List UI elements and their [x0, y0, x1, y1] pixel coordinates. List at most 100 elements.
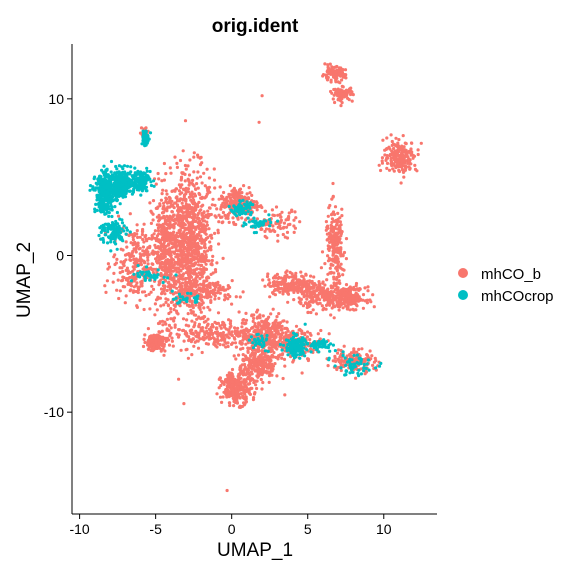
- point-mhco-b: [172, 206, 176, 210]
- point-mhco-b: [397, 153, 401, 158]
- point-mhco-b: [175, 197, 179, 201]
- point-mhco-b: [273, 362, 277, 366]
- point-mhco-b: [308, 337, 312, 342]
- point-mhco-b: [387, 168, 392, 172]
- point-mhco-b: [301, 304, 305, 308]
- point-mhco-b: [206, 259, 210, 263]
- point-mhco-b: [336, 94, 340, 98]
- point-mhco-b: [249, 354, 253, 358]
- point-mhco-b: [400, 165, 404, 169]
- point-mhco-b: [307, 287, 311, 291]
- point-mhco-b: [158, 341, 162, 345]
- point-mhco-b: [158, 281, 162, 285]
- point-mhco-b: [344, 89, 348, 93]
- point-mhco-b: [182, 250, 186, 254]
- point-mhco-b: [348, 308, 352, 312]
- point-mhco-b: [201, 203, 205, 207]
- point-mhco-b: [200, 350, 204, 355]
- point-mhco-b: [142, 337, 146, 341]
- point-mhco-b: [159, 241, 163, 245]
- point-mhco-b: [181, 204, 185, 208]
- point-mhco-b: [256, 365, 260, 369]
- point-mhco-b: [194, 237, 198, 241]
- point-mhco-b: [199, 289, 203, 293]
- point-mhco-b: [278, 290, 282, 294]
- point-mhcocrop: [95, 208, 99, 212]
- point-mhco-b: [320, 295, 324, 299]
- point-mhco-b: [232, 336, 236, 340]
- point-mhco-b: [406, 150, 410, 154]
- point-mhco-b: [286, 223, 290, 227]
- point-mhco-b: [194, 285, 198, 289]
- point-mhco-b: [169, 326, 173, 330]
- point-mhco-b: [133, 240, 137, 244]
- point-mhco-b: [184, 348, 188, 352]
- point-mhco-b: [209, 336, 213, 340]
- point-mhco-b: [164, 196, 168, 200]
- point-mhco-b: [168, 222, 172, 226]
- point-mhco-b: [329, 271, 333, 275]
- point-mhco-b: [134, 261, 138, 265]
- point-mhco-b: [169, 254, 173, 258]
- point-mhco-b: [131, 269, 135, 273]
- point-mhco-b: [197, 325, 201, 329]
- point-mhco-b: [158, 202, 162, 206]
- point-mhco-b: [170, 317, 174, 321]
- point-mhco-b: [183, 223, 187, 227]
- point-mhco-b: [172, 263, 176, 267]
- point-mhco-b: [200, 229, 204, 233]
- point-mhco-b: [183, 252, 187, 256]
- point-mhco-b: [275, 272, 279, 276]
- point-mhco-b: [334, 90, 338, 94]
- point-mhco-b: [179, 185, 183, 189]
- point-mhco-b: [246, 372, 250, 376]
- point-mhco-b: [277, 312, 281, 316]
- point-mhco-b: [202, 306, 206, 310]
- point-mhco-b: [158, 263, 162, 267]
- point-mhco-b: [205, 223, 209, 227]
- point-mhco-b: [216, 321, 220, 325]
- point-mhco-b: [374, 359, 378, 363]
- point-mhco-b: [137, 247, 141, 251]
- point-mhco-b: [380, 156, 384, 160]
- point-mhco-b: [240, 321, 244, 325]
- point-mhco-b: [294, 274, 298, 278]
- point-mhco-b: [218, 395, 223, 399]
- point-mhco-b: [122, 276, 126, 280]
- point-mhco-b: [311, 308, 315, 312]
- point-mhco-b: [170, 336, 174, 340]
- point-mhco-b: [235, 398, 239, 402]
- point-mhco-b: [145, 239, 149, 243]
- point-mhco-b: [184, 167, 188, 171]
- point-mhco-b: [326, 214, 330, 218]
- point-mhco-b: [339, 241, 343, 245]
- point-mhco-b: [241, 338, 245, 342]
- point-mhco-b: [105, 279, 109, 283]
- point-mhco-b: [167, 343, 172, 347]
- point-mhco-b: [231, 199, 235, 204]
- point-mhco-b: [161, 323, 165, 327]
- point-mhco-b: [161, 337, 165, 341]
- point-mhco-b: [338, 281, 342, 285]
- point-mhco-b: [222, 321, 226, 325]
- point-mhco-b: [290, 272, 294, 276]
- point-mhco-b: [206, 342, 210, 346]
- point-mhco-b: [339, 89, 343, 93]
- point-mhco-b: [279, 282, 283, 286]
- point-mhco-b: [326, 75, 330, 80]
- point-mhco-b: [183, 288, 187, 292]
- point-mhco-b: [298, 220, 302, 224]
- point-mhco-b: [194, 329, 198, 333]
- point-mhco-b: [263, 229, 267, 233]
- point-mhco-b: [173, 189, 177, 193]
- point-mhco-b: [277, 323, 281, 327]
- point-mhco-b: [168, 225, 173, 229]
- point-mhco-b: [199, 310, 203, 314]
- point-mhco-b: [340, 214, 344, 218]
- point-mhco-b: [339, 303, 343, 307]
- point-mhco-b: [361, 293, 366, 297]
- point-mhco-b: [340, 207, 344, 211]
- point-mhco-b: [196, 274, 200, 278]
- point-mhco-b: [327, 256, 331, 260]
- point-mhco-b: [331, 228, 335, 232]
